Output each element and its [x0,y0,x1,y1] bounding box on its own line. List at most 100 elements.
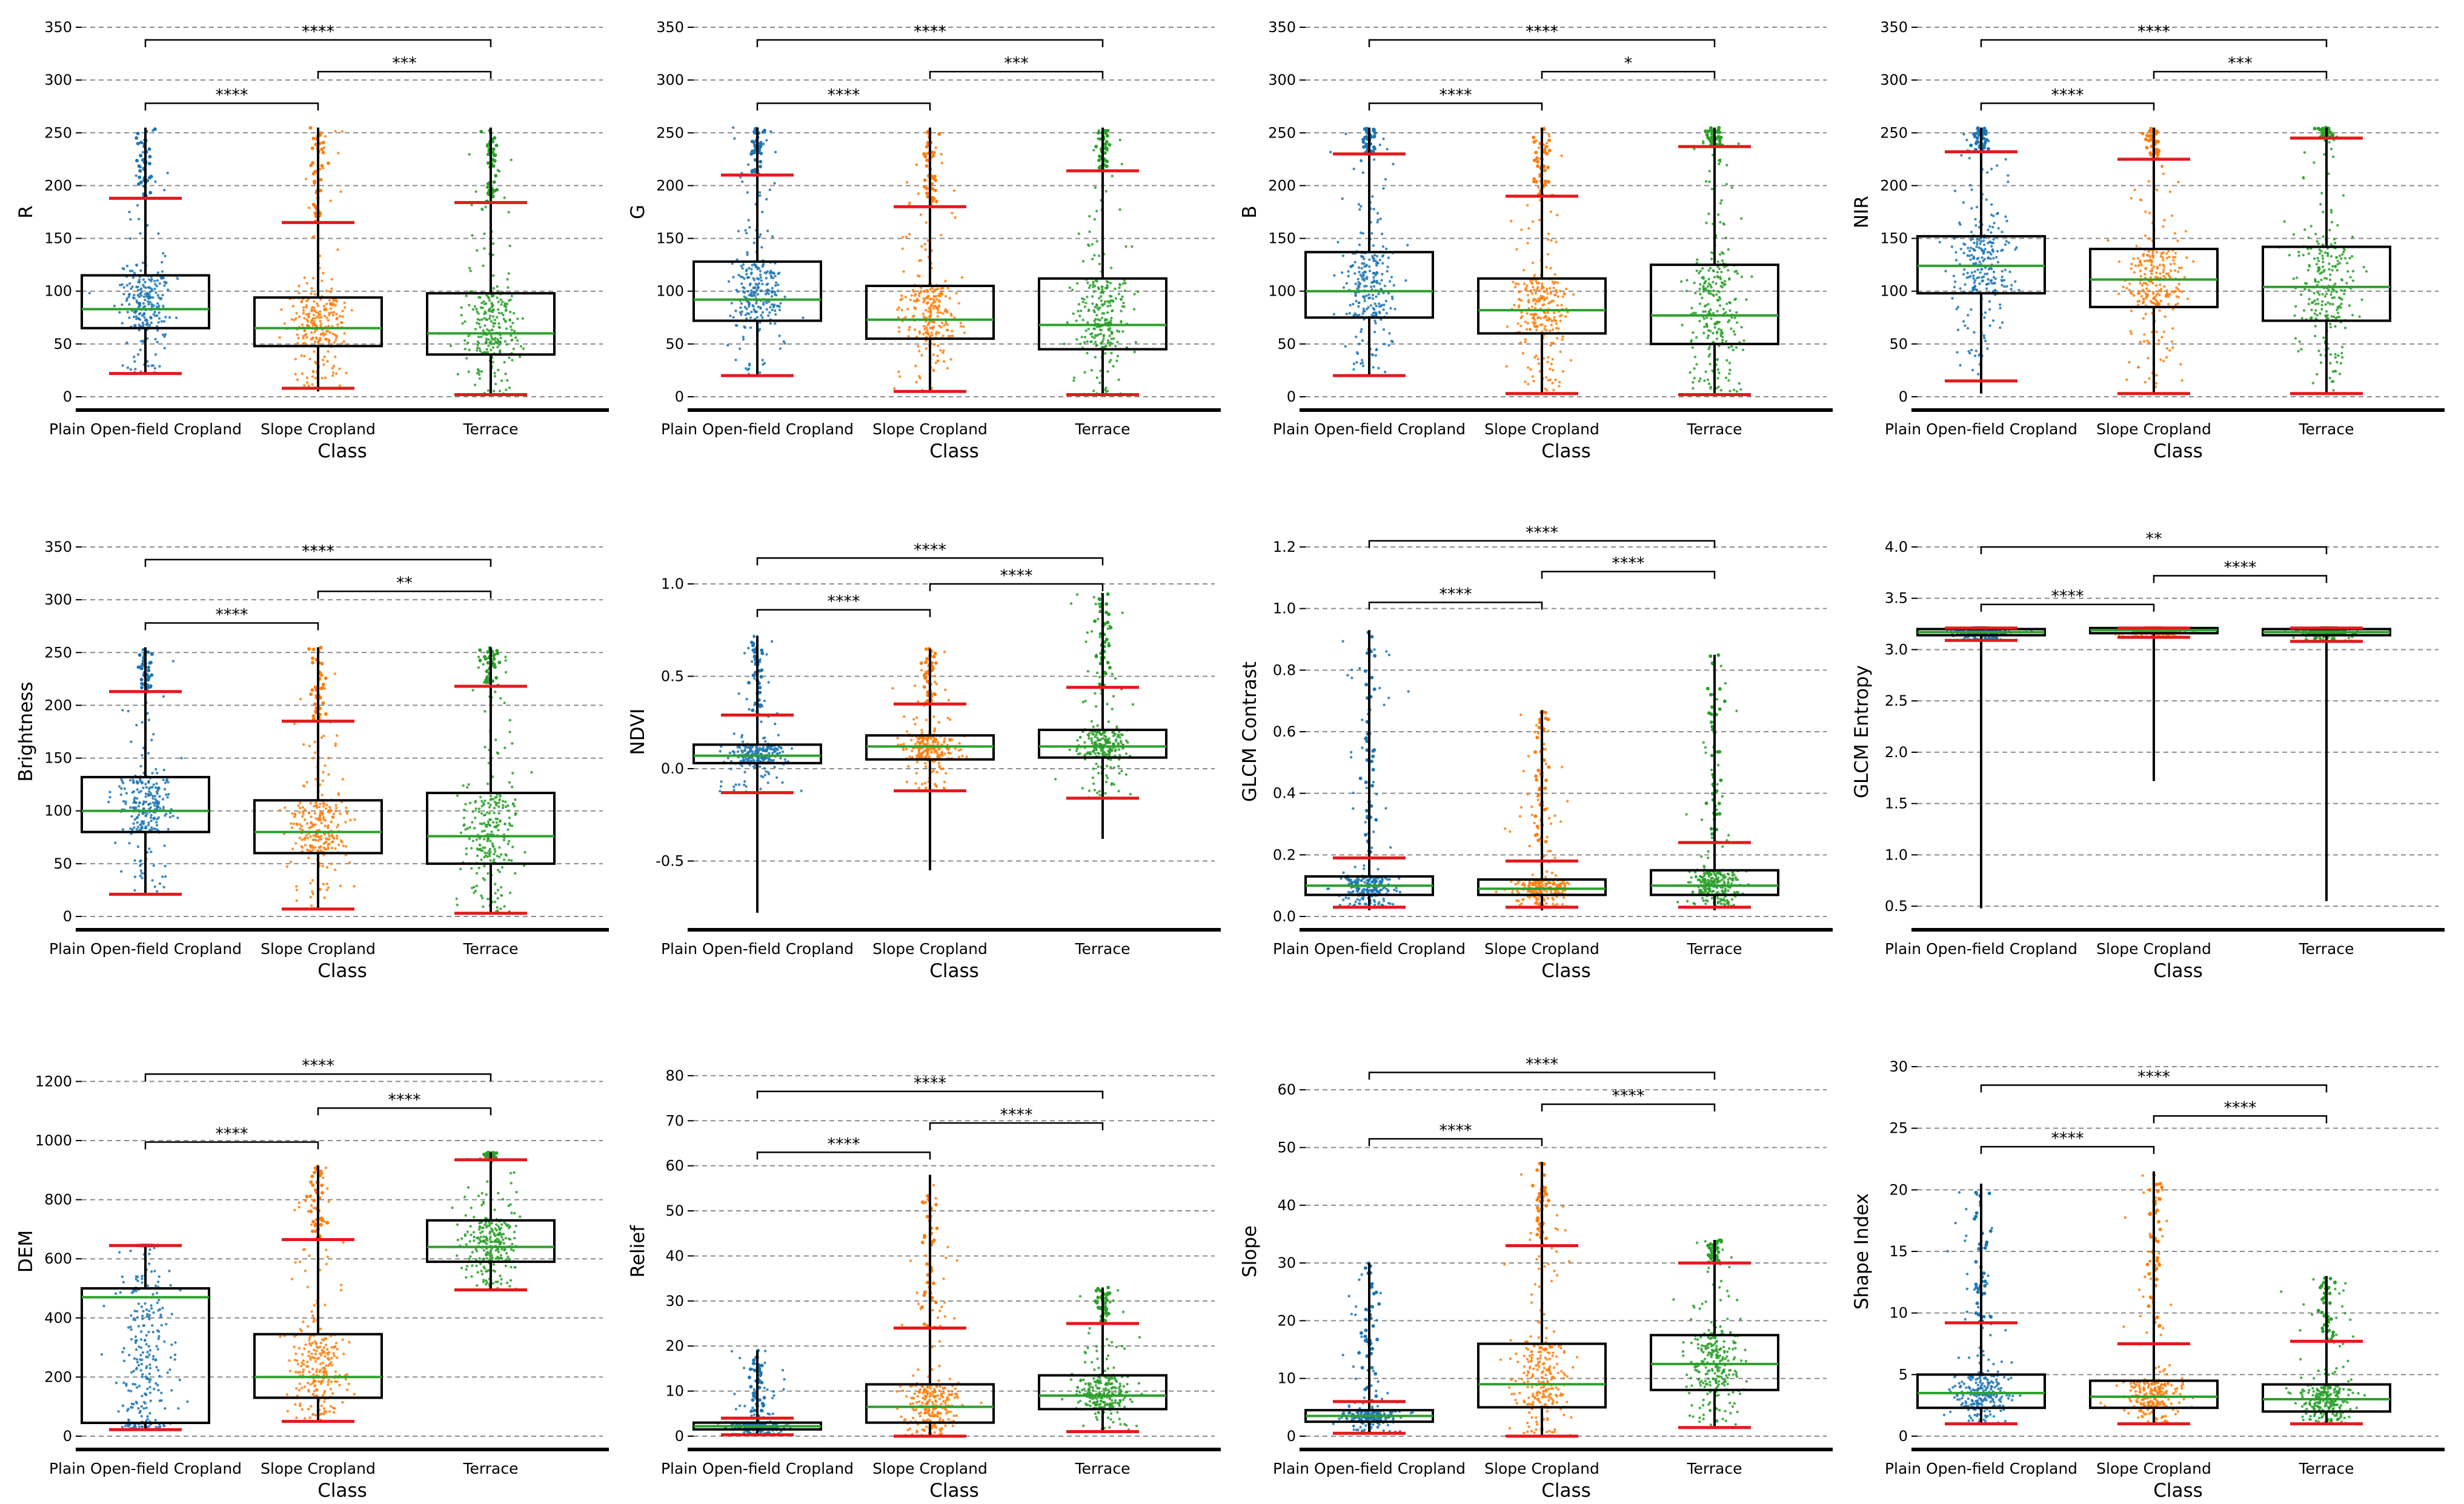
data-point [926,310,930,313]
data-point [1996,164,1999,167]
scatter-points [1505,127,1575,392]
data-point [2322,336,2325,339]
data-point [748,267,751,270]
data-point [2340,356,2344,359]
x-tick-label: Terrace [1075,420,1131,438]
data-point [908,201,911,204]
data-point [481,208,484,211]
data-point [476,848,480,851]
data-point [1556,337,1559,340]
outlier-point [494,676,499,680]
data-point [309,801,313,805]
data-point [931,287,934,290]
data-point [134,806,138,809]
data-point [2351,254,2354,258]
data-point [307,206,311,210]
data-point [327,757,330,760]
data-point [1988,251,1991,254]
data-point [1558,380,1561,383]
data-point [2180,266,2183,270]
data-point [1549,267,1552,270]
data-point [765,301,768,305]
data-point [1535,328,1538,332]
data-point [493,338,496,341]
outlier-point [308,126,313,130]
data-point [293,319,296,322]
data-point [501,806,505,809]
data-point [136,289,140,292]
data-point [2130,267,2133,270]
data-point [462,817,466,820]
data-point [150,288,153,291]
data-point [490,340,493,343]
data-point [479,847,482,850]
data-point [1378,143,1382,147]
data-point [493,847,496,850]
data-point [2362,265,2365,269]
data-point [745,231,748,235]
data-point [740,302,743,305]
data-point [1715,337,1719,340]
data-point [338,384,342,387]
data-point [513,330,516,333]
data-point [1103,300,1107,303]
x-tick-label: Slope Cropland [1484,420,1599,438]
outlier-point [1534,150,1538,154]
data-point [121,709,124,712]
data-point [1536,286,1539,289]
outlier-point [758,145,762,149]
data-point [1382,187,1385,190]
data-point [1360,205,1363,208]
data-point [1971,368,1974,372]
data-point [522,347,525,350]
data-point [158,795,161,798]
data-point [503,905,506,908]
data-point [499,907,502,910]
data-point [1362,310,1366,313]
data-point [1529,279,1532,282]
data-point [497,752,500,755]
data-point [912,290,915,293]
data-point [1710,257,1713,260]
data-point [2165,295,2168,299]
data-point [773,766,776,769]
data-point [2149,276,2152,279]
data-point [753,287,757,290]
data-point [1371,195,1374,198]
data-point [493,389,496,393]
data-point [746,191,749,194]
data-point [1392,283,1395,287]
data-point [1960,154,1963,157]
data-point [1716,310,1719,313]
data-point [1988,300,1991,303]
data-point [926,239,930,242]
data-point [140,872,144,875]
data-point [1386,270,1389,273]
data-point [936,311,940,314]
data-point [1081,319,1084,322]
data-point [488,818,491,821]
data-point [1095,314,1098,317]
data-point [768,289,771,293]
data-point [1358,208,1361,211]
data-point [141,721,144,724]
data-point [138,790,141,794]
significance-bracket [929,70,1104,79]
data-point [320,793,324,797]
data-point [2328,322,2332,326]
data-point [1371,281,1374,284]
data-point [2319,353,2322,357]
data-point [316,302,319,305]
data-point [754,291,757,294]
data-point [159,297,163,300]
data-point [467,370,470,373]
data-point [127,295,130,299]
data-point [294,317,297,320]
data-point [488,812,491,815]
data-point [731,262,734,265]
data-point [2343,289,2346,292]
data-point [510,158,513,162]
data-point [943,324,946,327]
data-point [754,263,757,267]
data-point [516,317,519,320]
